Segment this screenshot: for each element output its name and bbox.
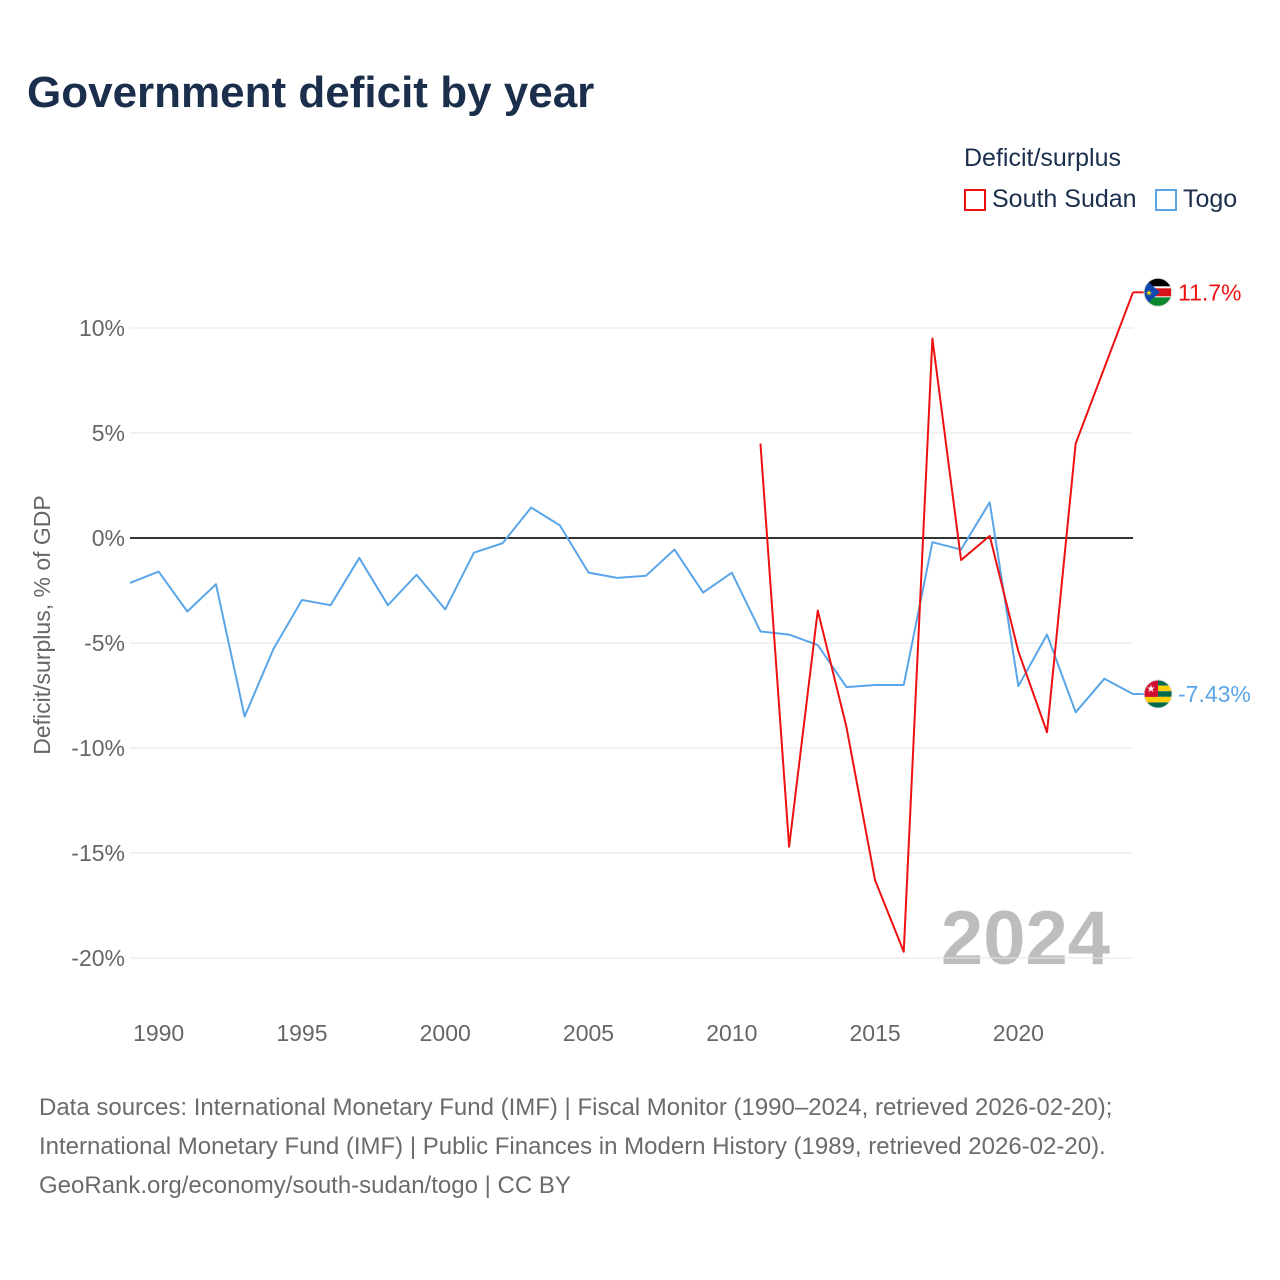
series-line-south-sudan bbox=[759, 291, 1134, 953]
line-chart: Deficit/surplus, % of GDP 2024 10% 5% 0% -5… bbox=[29, 277, 1251, 1046]
source-line: Data sources: International Monetary Fun… bbox=[39, 1094, 1113, 1121]
flag-star: ★ bbox=[1145, 288, 1152, 297]
year-watermark: 2024 bbox=[941, 896, 1110, 981]
source-line: International Monetary Fund (IMF) | Publ… bbox=[39, 1133, 1106, 1160]
x-tick-label: 2005 bbox=[563, 1020, 614, 1046]
y-axis-label: Deficit/surplus, % of GDP bbox=[29, 495, 55, 754]
flag-border bbox=[1143, 277, 1173, 307]
flag-stripe bbox=[1144, 297, 1172, 307]
source-link[interactable]: GeoRank.org/economy/south-sudan/togo | C… bbox=[39, 1172, 571, 1199]
flag-star: ★ bbox=[1147, 684, 1156, 695]
chart-title: Government deficit by year bbox=[27, 68, 595, 117]
y-tick-label: -20% bbox=[71, 945, 125, 971]
flag-body: ★ bbox=[1144, 278, 1172, 307]
flag-border bbox=[1143, 679, 1173, 709]
legend-label: South Sudan bbox=[992, 185, 1137, 213]
y-tick-label: -15% bbox=[71, 840, 125, 866]
source-note: Data sources: International Monetary Fun… bbox=[39, 1088, 1112, 1205]
flag-triangle bbox=[1144, 278, 1160, 307]
legend-item-togo[interactable]: Togo bbox=[1155, 185, 1237, 214]
flag-icon-togo: ★ bbox=[1143, 679, 1173, 709]
y-tick-label: 5% bbox=[92, 420, 125, 446]
end-value-label: 11.7% bbox=[1178, 279, 1242, 305]
y-tick-label: 10% bbox=[79, 315, 125, 341]
flag-stripe bbox=[1144, 696, 1172, 703]
x-tick-label: 1995 bbox=[276, 1020, 327, 1046]
legend-title: Deficit/surplus bbox=[964, 144, 1121, 172]
flag-body: ★ bbox=[1144, 680, 1172, 709]
flag-icon-south-sudan: ★ bbox=[1143, 277, 1173, 307]
series-line-togo bbox=[129, 501, 1134, 718]
flag-stripe bbox=[1144, 702, 1172, 709]
legend-item-south-sudan[interactable]: South Sudan bbox=[964, 185, 1137, 214]
legend-label: Togo bbox=[1183, 185, 1238, 213]
y-tick-label: 0% bbox=[92, 525, 125, 551]
legend-swatch bbox=[1155, 188, 1177, 211]
x-tick-label: 2015 bbox=[849, 1020, 900, 1046]
y-tick-label: -5% bbox=[84, 630, 125, 656]
x-tick-label: 2010 bbox=[706, 1020, 757, 1046]
x-tick-label: 2020 bbox=[993, 1020, 1044, 1046]
x-tick-label: 1990 bbox=[133, 1020, 184, 1046]
y-tick-label: -10% bbox=[71, 735, 125, 761]
legend-swatch bbox=[964, 188, 986, 211]
end-value-label: -7.43% bbox=[1178, 681, 1251, 707]
flag-stripe bbox=[1144, 278, 1172, 288]
x-tick-label: 2000 bbox=[420, 1020, 471, 1046]
